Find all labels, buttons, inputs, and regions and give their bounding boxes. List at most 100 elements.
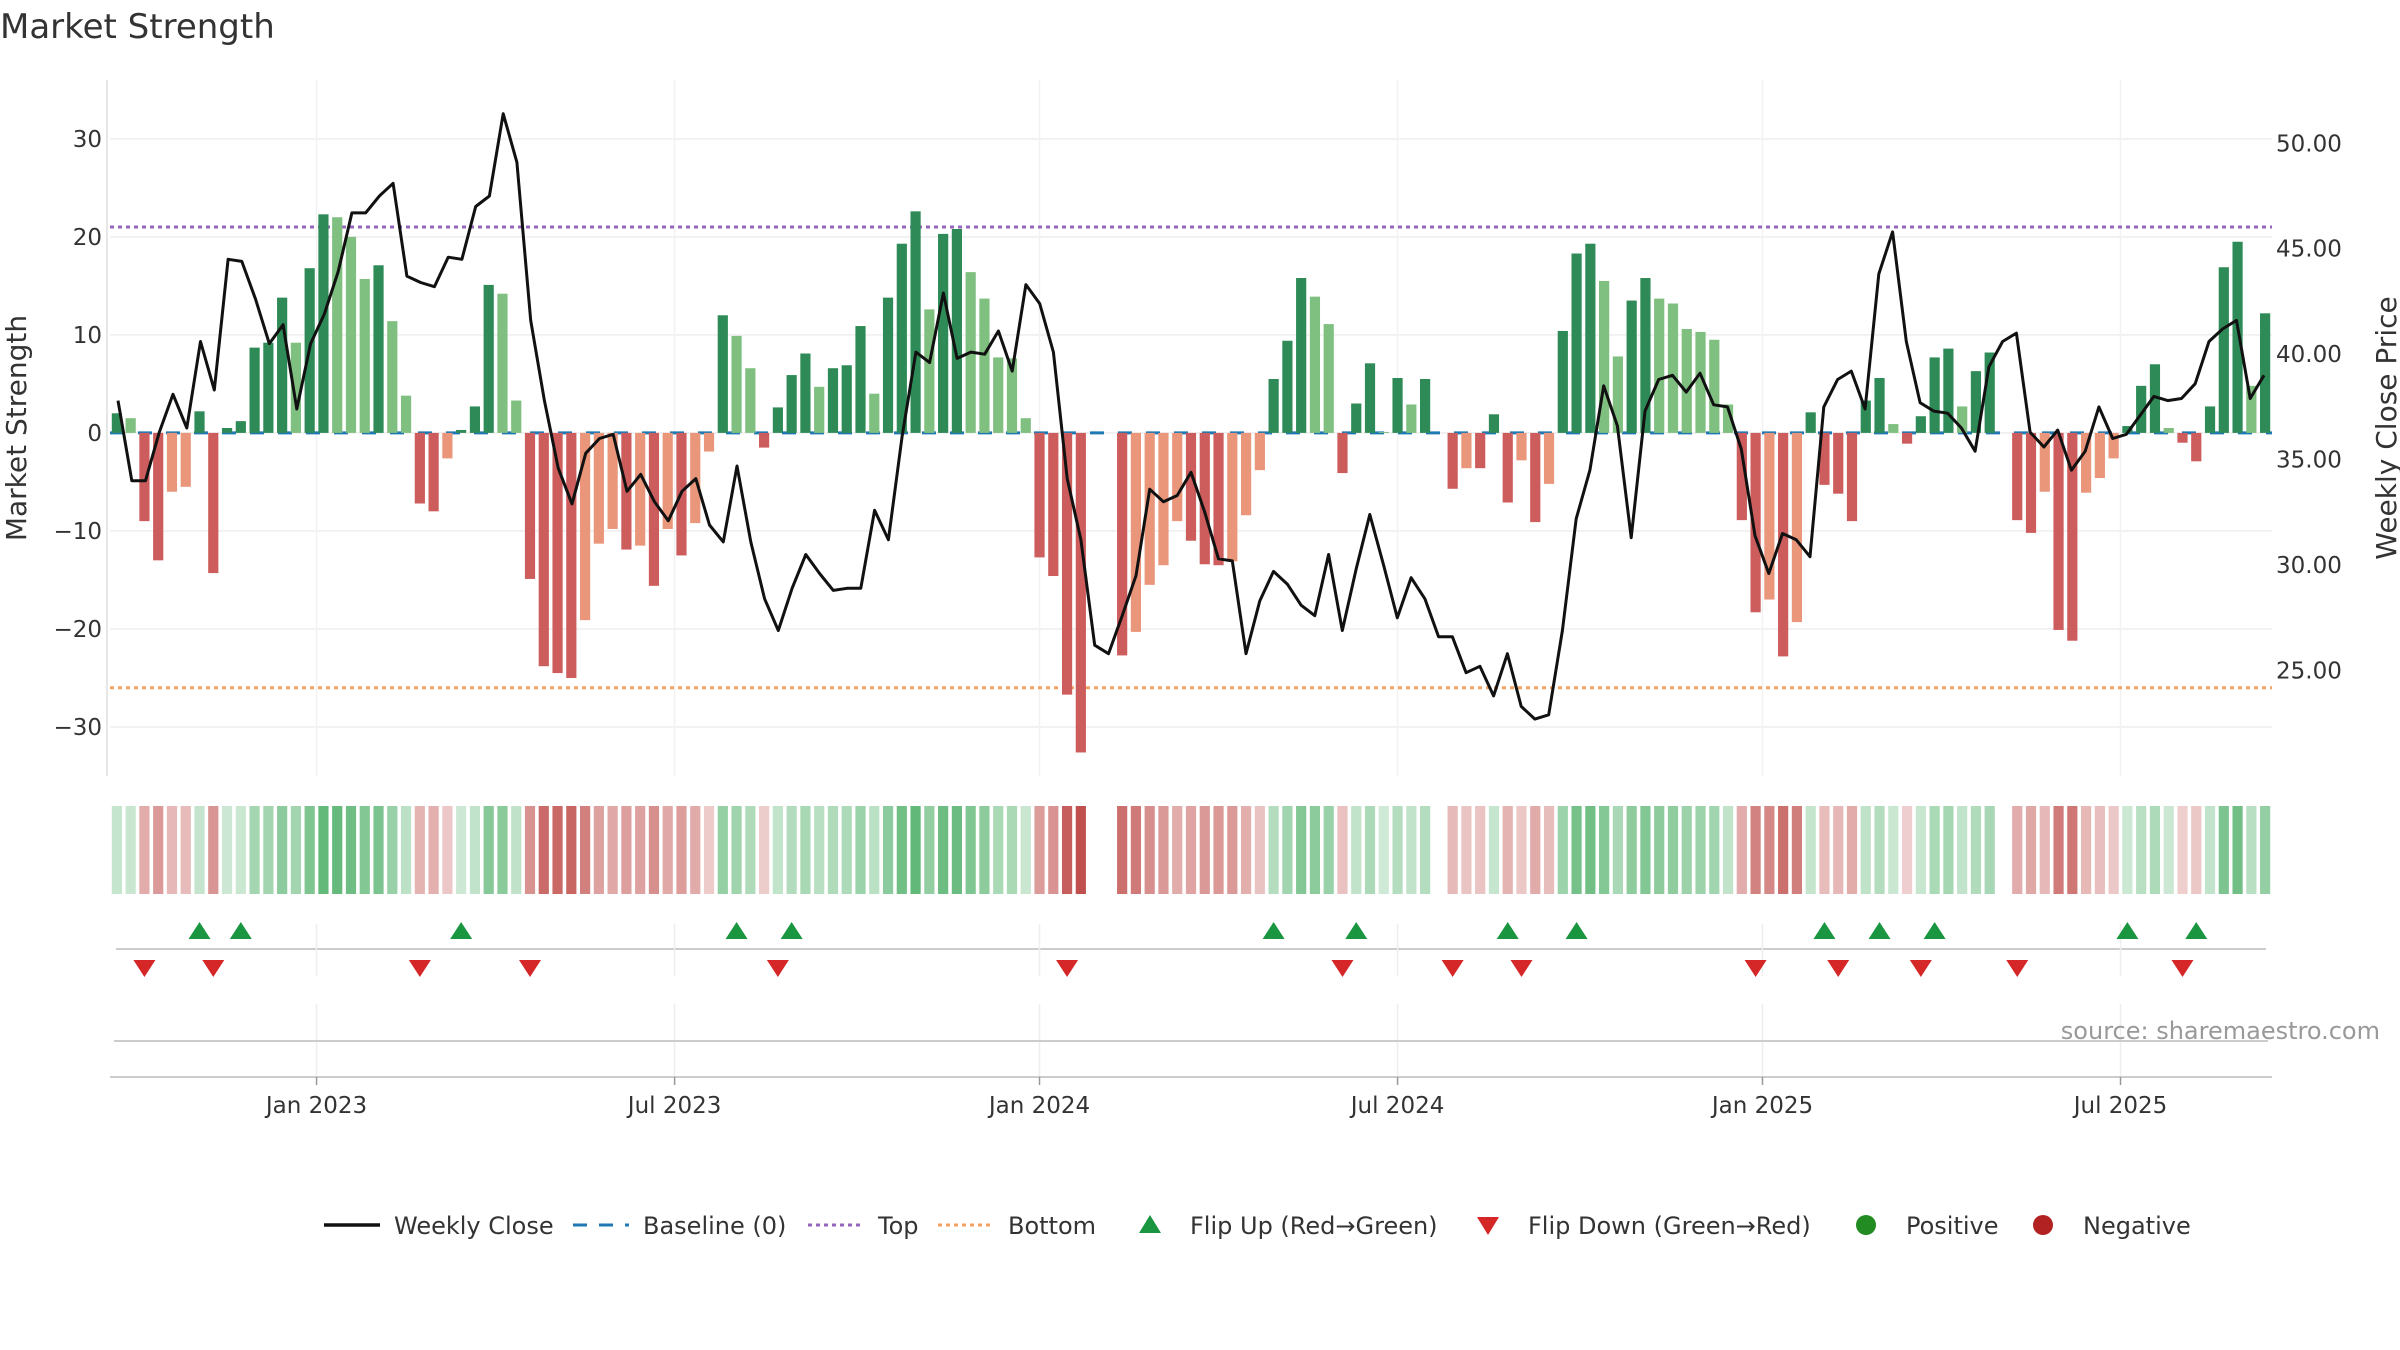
strength-bar [1406,404,1417,433]
heat-strip-cell [400,806,412,894]
strength-bar [194,411,205,433]
heat-strip-cell [1612,806,1623,894]
heat-strip-cell [896,806,907,894]
heat-strip-cell [442,806,453,894]
heat-strip-cell [1833,806,1844,894]
strength-bar [924,309,935,433]
heat-strip-cell [1722,806,1734,894]
strength-bar [111,413,122,433]
heat-strip-cell [414,806,425,894]
strength-bar [180,432,191,487]
heat-strip-cell [1557,806,1568,894]
heat-strip-cell [1337,806,1348,894]
heat-strip-cell [1516,806,1527,894]
heat-strip-cell [1736,806,1747,894]
heat-strip-cell [607,806,618,894]
strength-bar [579,432,591,621]
legend-label: Negative [2083,1212,2191,1240]
strength-bar [786,375,797,433]
legend-label: Flip Down (Green→Red) [1528,1212,1811,1240]
strength-bar [1461,432,1472,469]
heat-strip-cell [703,806,715,894]
strength-bar [1805,412,1816,433]
heat-strip-cell [180,806,191,894]
flip-up-marker [2185,922,2208,939]
strength-bar [759,432,770,448]
strength-bar [373,265,384,433]
heat-strip-cell [786,806,797,894]
strength-bar [2081,432,2092,493]
strength-bar [2094,432,2105,478]
heat-strip-cell [2122,806,2133,894]
strength-bar [1337,432,1348,474]
strength-bar [1006,358,1018,433]
flip-signals-panel [116,922,2266,977]
heat-strip-cell [1130,806,1142,894]
heat-strip-cell [1254,806,1265,894]
strength-bar [993,357,1004,433]
heat-strip-cell [1901,806,1913,894]
legend-label: Top [877,1212,919,1240]
strength-bar [2067,432,2078,641]
heat-strip-cell [2136,806,2147,894]
legend-swatch-dot [2033,1215,2053,1235]
flip-down-marker [133,960,156,977]
heat-strip-cell [1709,806,1720,894]
heat-strip-cell [1943,806,1954,894]
x-tick-label: Jan 2024 [987,1093,1090,1119]
legend-label: Baseline (0) [643,1212,786,1240]
strength-bar [1543,432,1555,484]
x-tick-label: Jul 2024 [1349,1093,1445,1119]
strength-bar [1475,432,1486,469]
strength-bar [497,293,508,433]
strength-bar [166,432,178,492]
strength-bar [979,298,990,433]
heat-strip-cell [1888,806,1899,894]
heat-strip-cell [566,806,577,894]
left-y-axis-label: Market Strength [0,315,33,541]
heat-strip-cell [731,806,742,894]
heat-strip-cell [1475,806,1486,894]
strength-bar [1296,278,1307,433]
legend-label: Weekly Close [394,1212,554,1240]
strength-bar [1117,432,1128,656]
heat-strip-cell [332,806,343,894]
strength-bar [1227,432,1238,562]
heat-strip-cell [1667,806,1679,894]
flip-up-marker [450,922,473,939]
strength-bar [1874,378,1885,433]
heat-strip-cell [1791,806,1803,894]
heat-strip-cell [621,806,632,894]
heat-strip-cell [277,806,288,894]
heat-strip-cell [2204,806,2216,894]
heat-strip-cell [1392,806,1403,894]
strength-bar [745,368,756,433]
heat-strip-cell [979,806,990,894]
strength-bar [703,432,715,452]
strength-bar [2260,313,2271,433]
strength-bar [1681,328,1692,433]
strength-bar [359,278,370,433]
flip-up-marker [1813,922,1836,939]
strength-bar [910,211,921,433]
flip-up-marker [1496,922,1519,939]
strength-bar [1488,414,1500,433]
left-y-tick-label: 20 [73,225,102,251]
heat-strip-cell [2039,806,2050,894]
heat-strip-cell [717,806,728,894]
right-y-tick-label: 40.00 [2276,342,2342,368]
strength-bar [1599,280,1610,433]
strength-bar [1819,432,1830,485]
weekly-close-line [116,112,2266,721]
left-y-tick-label: −20 [53,617,102,643]
heat-strip-cell [662,806,673,894]
strength-bar [2012,432,2023,521]
heat-strip-cell [1846,806,1858,894]
heat-strip-cell [194,806,205,894]
heat-strip-cell [993,806,1004,894]
strength-bar [855,326,866,433]
heat-strip-cell [1158,806,1169,894]
flip-up-marker [1923,922,1946,939]
strength-bar [1254,432,1265,471]
heat-strip-cell [1240,806,1252,894]
